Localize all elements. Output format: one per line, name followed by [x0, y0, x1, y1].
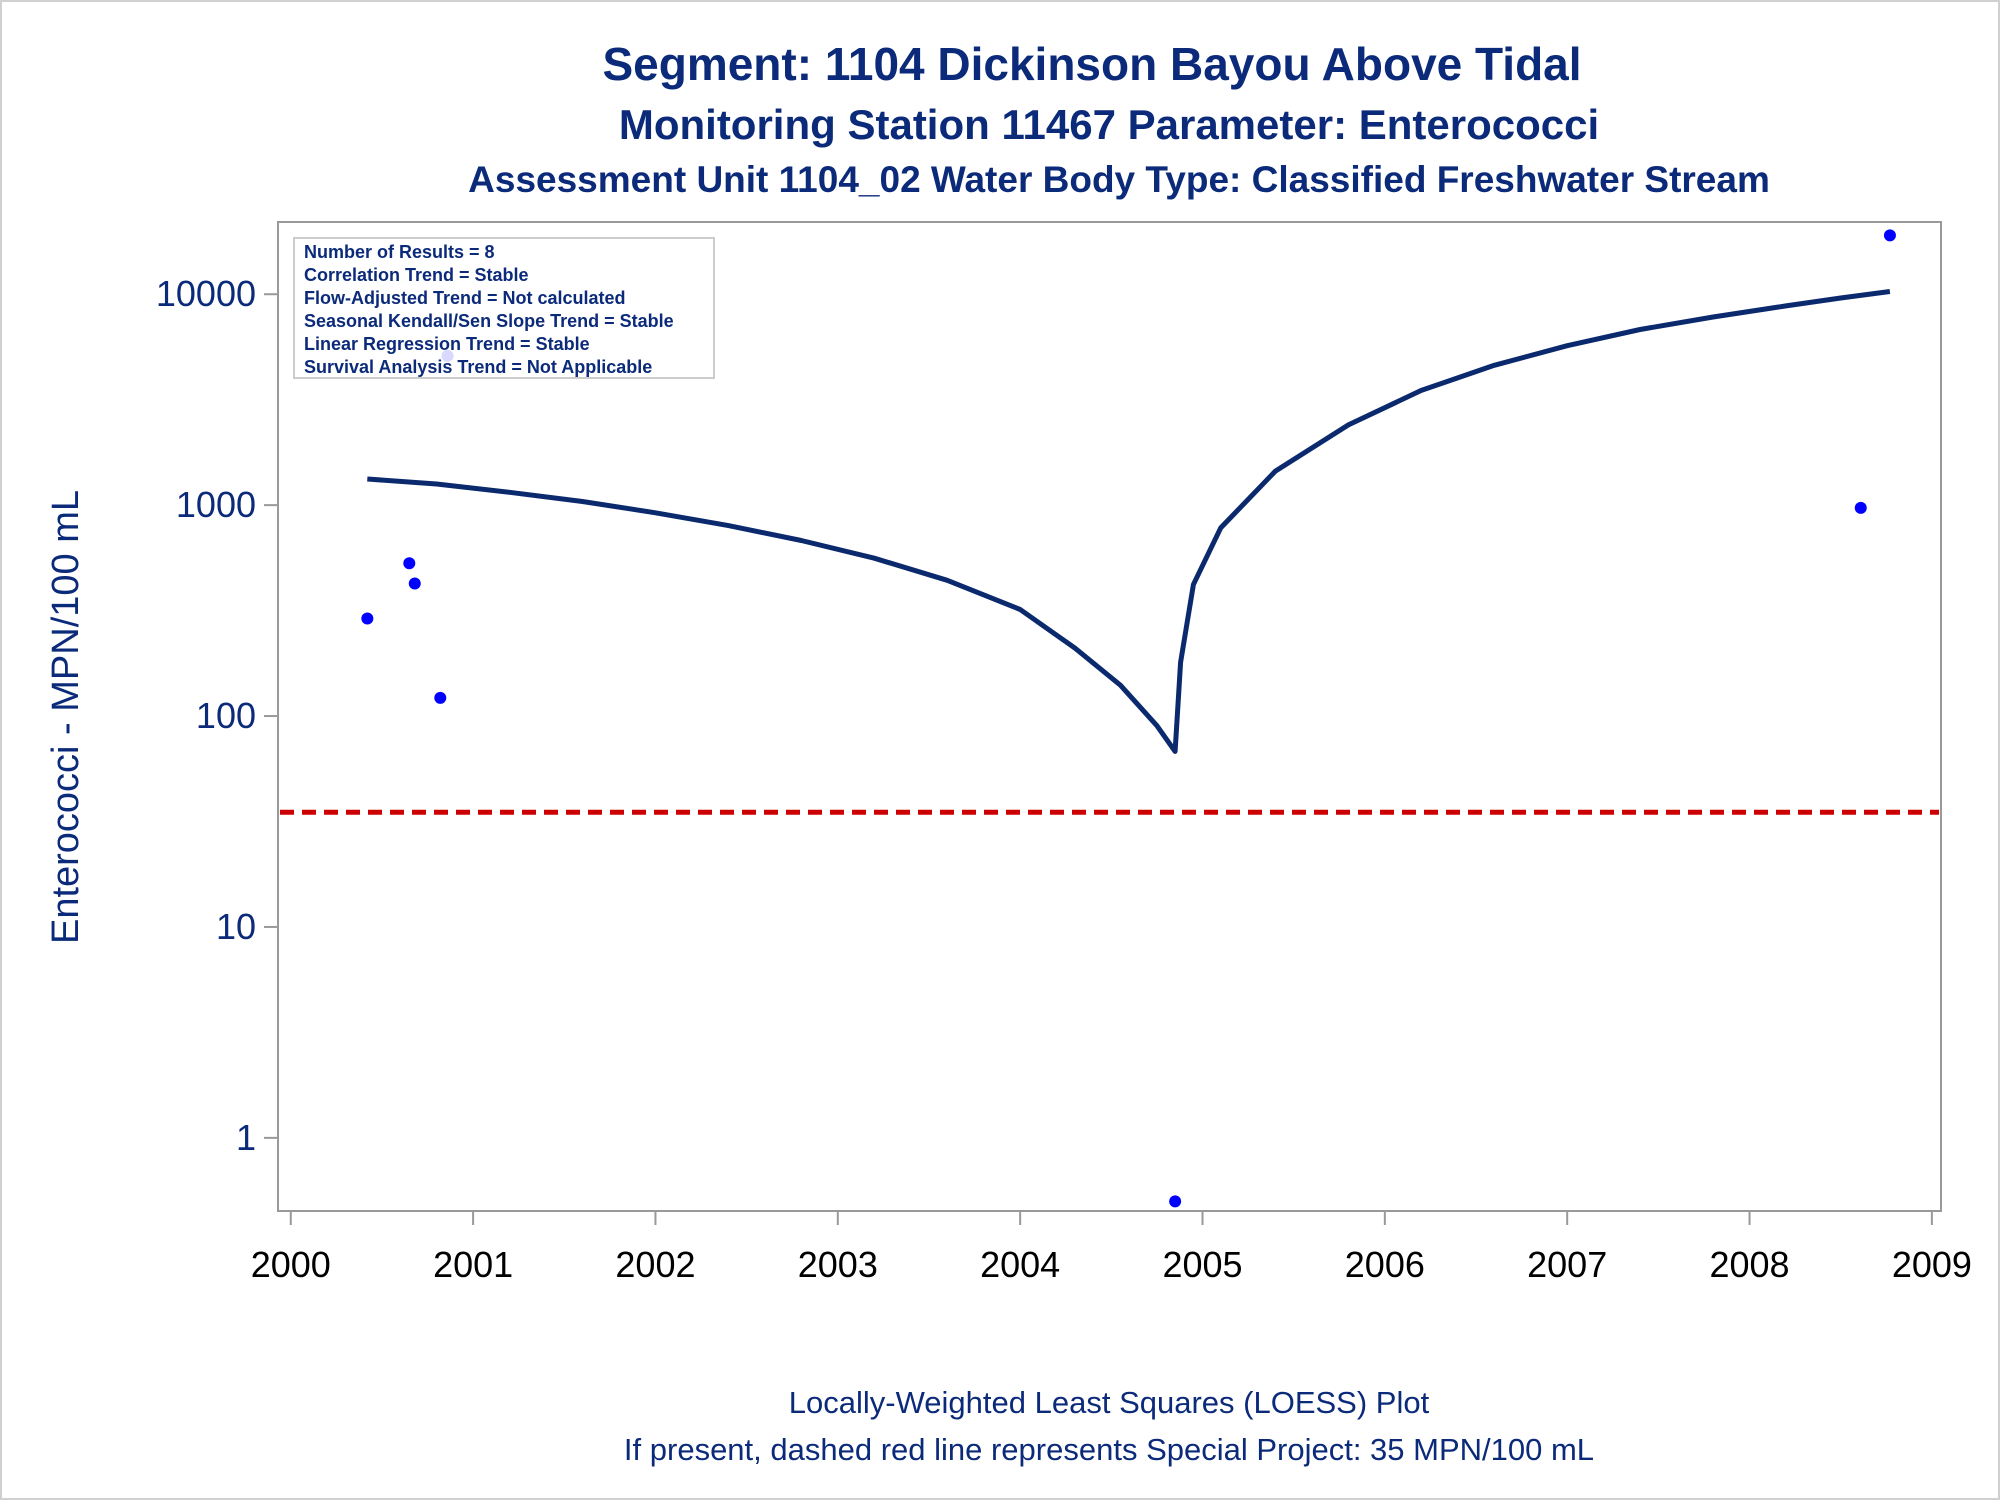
data-point	[1169, 1195, 1182, 1208]
chart-subtitle: Monitoring Station 11467 Parameter: Ente…	[619, 101, 1599, 148]
y-tick-label: 1000	[176, 484, 256, 525]
x-tick-label: 2003	[798, 1244, 878, 1285]
info-line-5: Linear Regression Trend = Stable	[304, 334, 590, 354]
footnote-loess: Locally-Weighted Least Squares (LOESS) P…	[789, 1385, 1430, 1420]
data-point	[1854, 501, 1867, 514]
x-tick-label: 2007	[1527, 1244, 1607, 1285]
chart-subtitle-2: Assessment Unit 1104_02 Water Body Type:…	[468, 159, 1770, 200]
data-point	[361, 612, 374, 625]
plot-area	[277, 221, 1942, 1212]
x-axis: 2000 2001 2002 2003 2004 2005 2006 2007 2008 2009	[251, 1211, 1972, 1285]
y-tick-label: 10000	[156, 273, 256, 314]
x-tick-label: 2008	[1709, 1244, 1789, 1285]
data-point	[408, 577, 421, 590]
x-tick-label: 2000	[251, 1244, 331, 1285]
x-tick-label: 2009	[1892, 1244, 1972, 1285]
x-tick-label: 2006	[1345, 1244, 1425, 1285]
info-box-border	[293, 237, 715, 379]
trend-info-box: Number of Results = 8 Correlation Trend …	[293, 237, 715, 379]
x-tick-label: 2005	[1162, 1244, 1242, 1285]
data-point	[434, 691, 447, 704]
y-tick-label: 10	[216, 906, 256, 947]
x-tick-label: 2004	[980, 1244, 1060, 1285]
x-tick-label: 2002	[615, 1244, 695, 1285]
loess-curve	[367, 289, 1891, 754]
info-line-2: Correlation Trend = Stable	[304, 265, 529, 285]
info-line-1: Number of Results = 8	[304, 242, 495, 262]
info-line-6: Survival Analysis Trend = Not Applicable	[304, 357, 652, 377]
y-tick-label: 1	[236, 1117, 256, 1158]
data-point	[1883, 229, 1896, 242]
info-line-3: Flow-Adjusted Trend = Not calculated	[304, 288, 626, 308]
info-line-4: Seasonal Kendall/Sen Slope Trend = Stabl…	[304, 311, 674, 331]
y-axis: 1 10 100 1000 10000	[156, 273, 278, 1158]
x-tick-label: 2001	[433, 1244, 513, 1285]
y-axis-label: Enterococci - MPN/100 mL	[45, 490, 87, 944]
data-point	[403, 557, 416, 570]
footnote-reference: If present, dashed red line represents S…	[624, 1432, 1594, 1467]
y-tick-label: 100	[196, 695, 256, 736]
chart-title: Segment: 1104 Dickinson Bayou Above Tida…	[602, 38, 1581, 90]
